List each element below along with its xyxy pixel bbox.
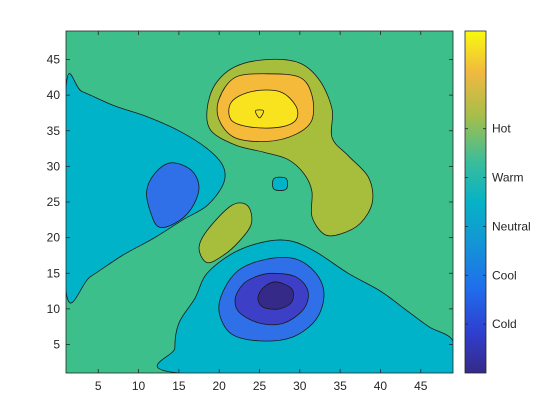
x-tick-label: 40 [374, 379, 388, 393]
x-tick-label: 25 [253, 379, 267, 393]
y-tick-label: 45 [47, 53, 61, 67]
y-tick-label: 5 [53, 338, 60, 352]
contour-region-hot-core [255, 109, 264, 119]
y-tick-label: 40 [47, 88, 61, 102]
x-tick-label: 20 [213, 379, 227, 393]
y-tick-label: 35 [47, 124, 61, 138]
y-tick-label: 25 [47, 195, 61, 209]
y-tick-label: 30 [47, 159, 61, 173]
y-tick-label: 20 [47, 231, 61, 245]
x-tick-label: 10 [132, 379, 146, 393]
colorbar-label-neutral: Neutral [492, 219, 531, 233]
x-tick-label: 45 [414, 379, 428, 393]
colorbar-gradient [464, 30, 487, 374]
colorbar-label-cool: Cool [492, 268, 517, 282]
x-tick-label: 30 [293, 379, 307, 393]
x-tick-label: 35 [333, 379, 347, 393]
x-tick-label: 5 [95, 379, 102, 393]
contour-region-deepest-bottom [257, 281, 294, 310]
contour-region-warmer-ring [228, 89, 299, 129]
colorbar-label-hot: Hot [492, 122, 511, 136]
x-axis: 5 10 15 20 25 30 35 40 45 [95, 31, 428, 393]
contour-region-cool-left [66, 73, 226, 304]
y-tick-label: 15 [47, 266, 61, 280]
contour-region-cool-spot [272, 176, 288, 191]
plot-area [65, 30, 454, 374]
contour-region-neutral-blob-small [198, 202, 253, 264]
colorbar-label-warm: Warm [492, 171, 524, 185]
contour-region-cold-left [146, 162, 200, 228]
colorbar: Cold Cool Neutral Warm Hot [464, 30, 531, 374]
x-tick-label: 15 [172, 379, 186, 393]
y-axis: 5 10 15 20 25 30 35 40 45 [47, 53, 453, 352]
y-tick-label: 10 [47, 302, 61, 316]
colorbar-label-cold: Cold [492, 317, 517, 331]
